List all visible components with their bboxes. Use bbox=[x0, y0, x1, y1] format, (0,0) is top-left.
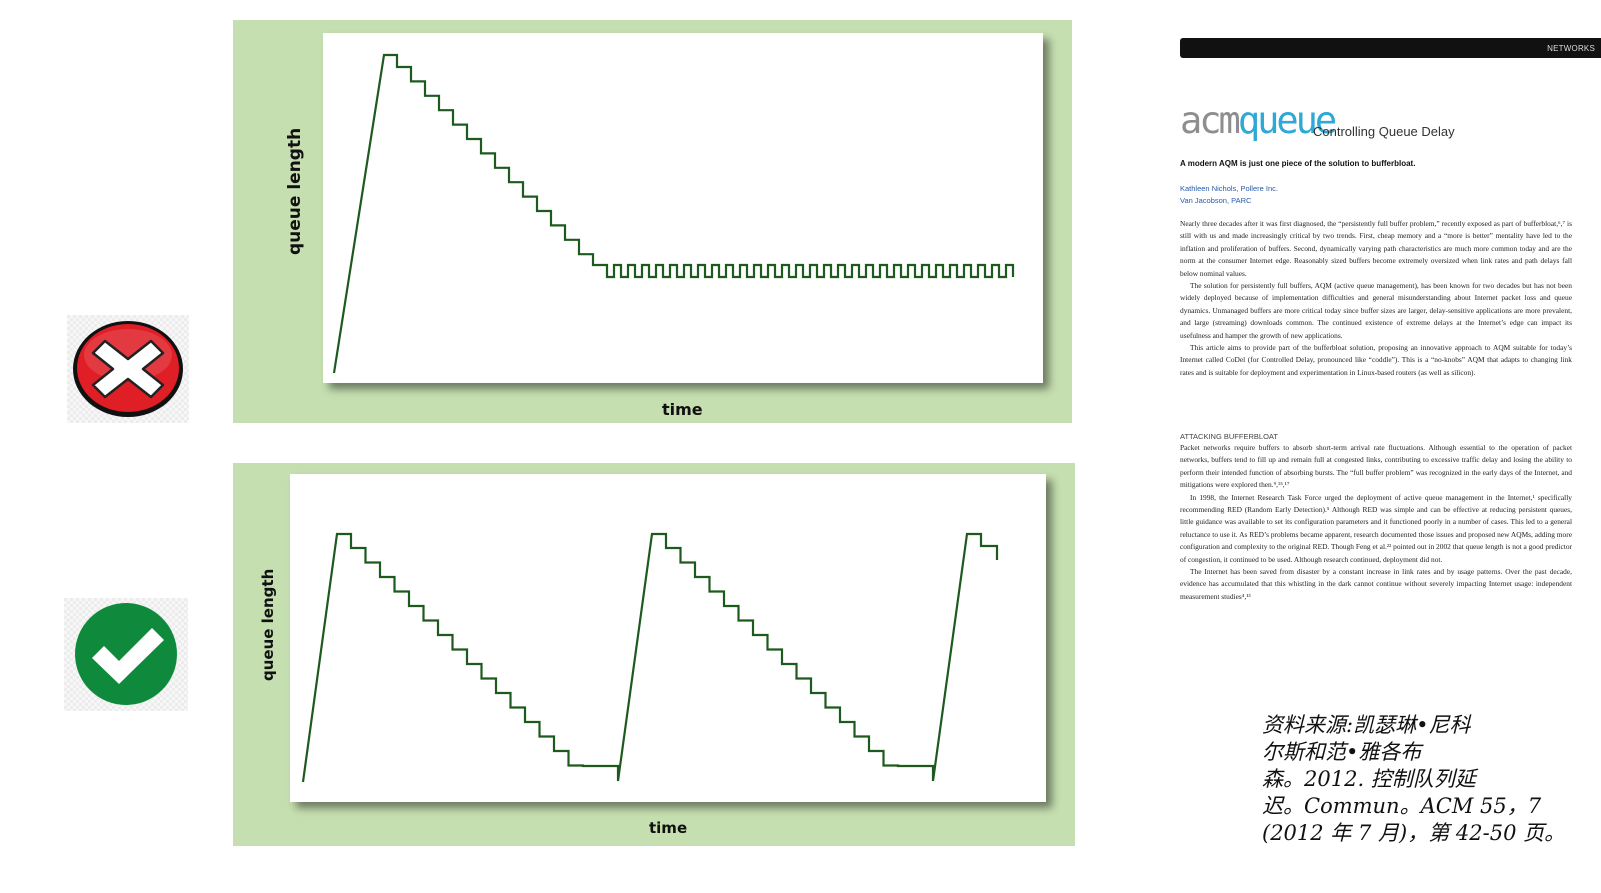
good-queue-chart-panel: queue length time bbox=[233, 463, 1075, 846]
citation-line: (2012 年 7 月)，第 42-50 页。 bbox=[1262, 821, 1566, 845]
paragraph: Packet networks require buffers to absor… bbox=[1180, 443, 1572, 490]
paragraph: In 1998, the Internet Research Task Forc… bbox=[1180, 492, 1572, 564]
logo-queue: queue bbox=[1237, 99, 1337, 142]
paragraph: This article aims to provide part of the… bbox=[1180, 343, 1572, 377]
checkmark-icon-graphic bbox=[75, 603, 177, 705]
article-body-section: Packet networks require buffers to absor… bbox=[1180, 442, 1572, 603]
paragraph: The solution for persistently full buffe… bbox=[1180, 281, 1572, 340]
acm-queue-logo: acmqueue bbox=[1180, 99, 1337, 142]
article-header-bar: NETWORKS bbox=[1180, 38, 1601, 58]
logo-acm: acm bbox=[1180, 99, 1241, 142]
x-axis-label: time bbox=[649, 819, 688, 837]
acm-queue-article: NETWORKS acmqueue Controlling Queue Dela… bbox=[1180, 38, 1601, 658]
x-mark-icon-graphic bbox=[73, 321, 183, 417]
good-queue-svg bbox=[301, 532, 999, 783]
checkmark-icon bbox=[64, 598, 188, 711]
x-axis-label: time bbox=[662, 400, 703, 419]
author-line: Kathleen Nichols, Pollere Inc. bbox=[1180, 184, 1278, 193]
citation-line: 迟。Commun。ACM 55，7 bbox=[1262, 794, 1542, 818]
x-mark-icon bbox=[67, 315, 189, 423]
source-citation: 资料来源:凯瑟琳•尼科 尔斯和范•雅各布 森。2012. 控制队列延 迟。Com… bbox=[1262, 712, 1582, 847]
citation-line: 资料来源:凯瑟琳•尼科 bbox=[1262, 713, 1471, 737]
good-queue-plot bbox=[290, 474, 1046, 802]
bad-queue-chart-panel: queue length time bbox=[233, 20, 1072, 423]
bad-queue-svg bbox=[332, 53, 1015, 374]
queue-length-line bbox=[332, 53, 1015, 374]
section-heading: ATTACKING BUFFERBLOAT bbox=[1180, 432, 1278, 441]
y-axis-label: queue length bbox=[259, 568, 277, 681]
citation-line: 尔斯和范•雅各布 bbox=[1262, 740, 1422, 764]
article-deck: A modern AQM is just one piece of the so… bbox=[1180, 159, 1416, 168]
citation-line: 森。2012. 控制队列延 bbox=[1262, 767, 1476, 791]
section-tag: NETWORKS bbox=[1547, 44, 1595, 53]
article-body-intro: Nearly three decades after it was first … bbox=[1180, 218, 1572, 379]
article-authors: Kathleen Nichols, Pollere Inc. Van Jacob… bbox=[1180, 183, 1278, 207]
article-title: Controlling Queue Delay bbox=[1313, 124, 1455, 139]
bad-queue-plot bbox=[323, 33, 1043, 383]
queue-length-line bbox=[301, 532, 999, 783]
y-axis-label: queue length bbox=[285, 127, 305, 255]
paragraph: Nearly three decades after it was first … bbox=[1180, 219, 1572, 278]
paragraph: The Internet has been saved from disaste… bbox=[1180, 567, 1572, 601]
author-line: Van Jacobson, PARC bbox=[1180, 196, 1252, 205]
